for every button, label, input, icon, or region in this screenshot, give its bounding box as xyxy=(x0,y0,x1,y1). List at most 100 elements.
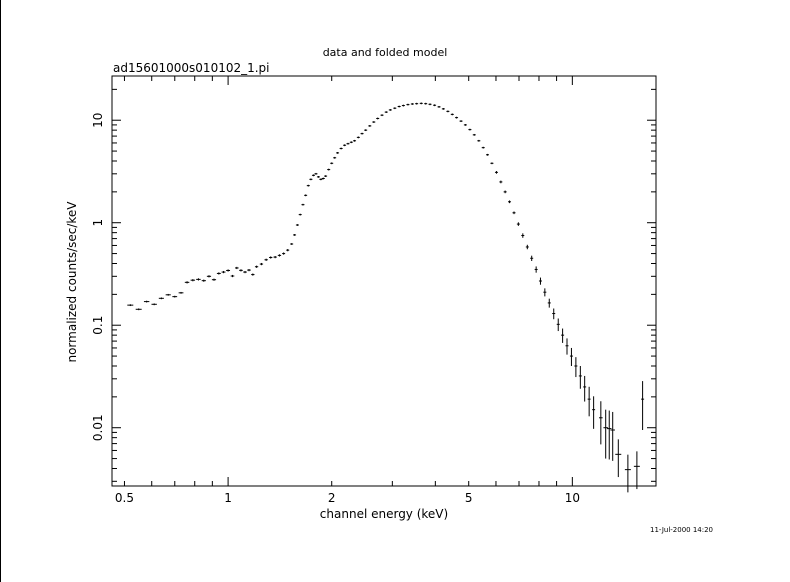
data-point xyxy=(316,175,320,178)
data-point xyxy=(583,375,587,402)
data-point xyxy=(468,128,472,131)
window-left-border xyxy=(0,0,1,582)
chart-title: data and folded model xyxy=(322,46,448,59)
data-point xyxy=(512,211,516,215)
data-point xyxy=(641,381,645,430)
data-point xyxy=(226,269,231,272)
plot-frame xyxy=(111,75,657,487)
y-tick-label: 1 xyxy=(91,219,105,227)
data-point xyxy=(259,262,264,266)
data-point xyxy=(324,175,328,177)
data-point xyxy=(552,308,556,320)
data-point xyxy=(239,269,243,272)
data-point xyxy=(508,200,512,204)
data-point xyxy=(282,252,286,255)
data-point xyxy=(393,107,397,110)
data-point xyxy=(490,162,494,165)
data-point xyxy=(336,152,340,154)
data-point xyxy=(401,104,405,107)
data-point xyxy=(538,277,542,285)
y-tick-label: 10 xyxy=(91,113,105,128)
data-point xyxy=(610,411,615,461)
data-point xyxy=(251,273,255,276)
data-point xyxy=(624,454,631,493)
y-tick-label: 0.01 xyxy=(91,414,105,441)
data-point xyxy=(243,270,247,274)
data-point xyxy=(172,295,178,298)
data-point xyxy=(486,153,489,156)
data-point xyxy=(543,288,547,297)
data-point xyxy=(306,184,310,187)
data-point xyxy=(587,386,591,417)
data-point xyxy=(314,172,318,175)
data-point xyxy=(343,144,347,147)
data-point xyxy=(592,396,596,429)
data-point xyxy=(530,255,534,262)
data-point xyxy=(556,318,560,332)
data-point xyxy=(216,272,221,275)
data-point xyxy=(428,103,432,106)
data-point xyxy=(547,298,551,308)
data-point xyxy=(349,141,353,144)
axis-tick-labels: 0.5 1 2 5 10 0.01 0.1 1 10 xyxy=(91,113,580,505)
x-tick-label: 0.5 xyxy=(115,491,134,505)
data-point xyxy=(319,178,323,181)
data-point xyxy=(201,279,206,282)
data-point xyxy=(565,338,569,355)
x-tick-label: 5 xyxy=(465,491,473,505)
data-point xyxy=(463,124,467,126)
data-point xyxy=(633,451,640,490)
data-point xyxy=(178,291,184,294)
data-point xyxy=(151,303,157,306)
x-tick-label: 1 xyxy=(224,491,232,505)
data-point xyxy=(459,120,463,123)
data-point xyxy=(286,249,290,252)
data-point xyxy=(295,224,299,226)
data-point xyxy=(353,139,357,142)
data-point xyxy=(254,265,259,268)
data-point xyxy=(569,347,573,367)
data-point xyxy=(450,113,454,116)
y-tick-label: 0.1 xyxy=(91,316,105,335)
x-tick-label: 2 xyxy=(328,491,336,505)
data-point xyxy=(481,146,485,149)
data-point xyxy=(127,304,134,307)
axis-ticks xyxy=(112,76,656,486)
data-point xyxy=(455,116,459,119)
data-point xyxy=(184,281,190,284)
data-point xyxy=(503,190,507,194)
data-point xyxy=(321,177,325,180)
data-point xyxy=(574,357,578,378)
data-point xyxy=(293,234,297,236)
data-point xyxy=(397,105,401,108)
data-point xyxy=(346,142,350,145)
data-point xyxy=(380,114,384,117)
chart-subtitle: ad15601000s010102_1.pi xyxy=(113,61,270,75)
data-point xyxy=(330,162,334,165)
data-point xyxy=(433,104,437,107)
data-point xyxy=(446,110,450,113)
data-point xyxy=(376,117,380,120)
data-points xyxy=(127,102,645,493)
data-point xyxy=(221,270,226,274)
data-point xyxy=(356,136,360,139)
y-axis-label: normalized counts/sec/keV xyxy=(65,201,79,363)
data-point xyxy=(211,278,217,281)
data-point xyxy=(441,107,445,110)
data-point xyxy=(534,266,538,273)
data-point xyxy=(615,439,622,478)
data-point xyxy=(234,266,239,270)
data-point xyxy=(247,268,251,272)
data-point xyxy=(311,174,315,177)
data-point xyxy=(388,109,392,111)
data-point xyxy=(165,293,171,296)
data-point xyxy=(603,409,608,459)
data-point xyxy=(578,366,582,389)
data-point xyxy=(273,255,277,259)
data-point xyxy=(360,132,364,135)
data-point xyxy=(494,171,498,174)
data-point xyxy=(298,213,302,216)
data-point xyxy=(419,102,423,105)
data-point xyxy=(158,297,164,300)
